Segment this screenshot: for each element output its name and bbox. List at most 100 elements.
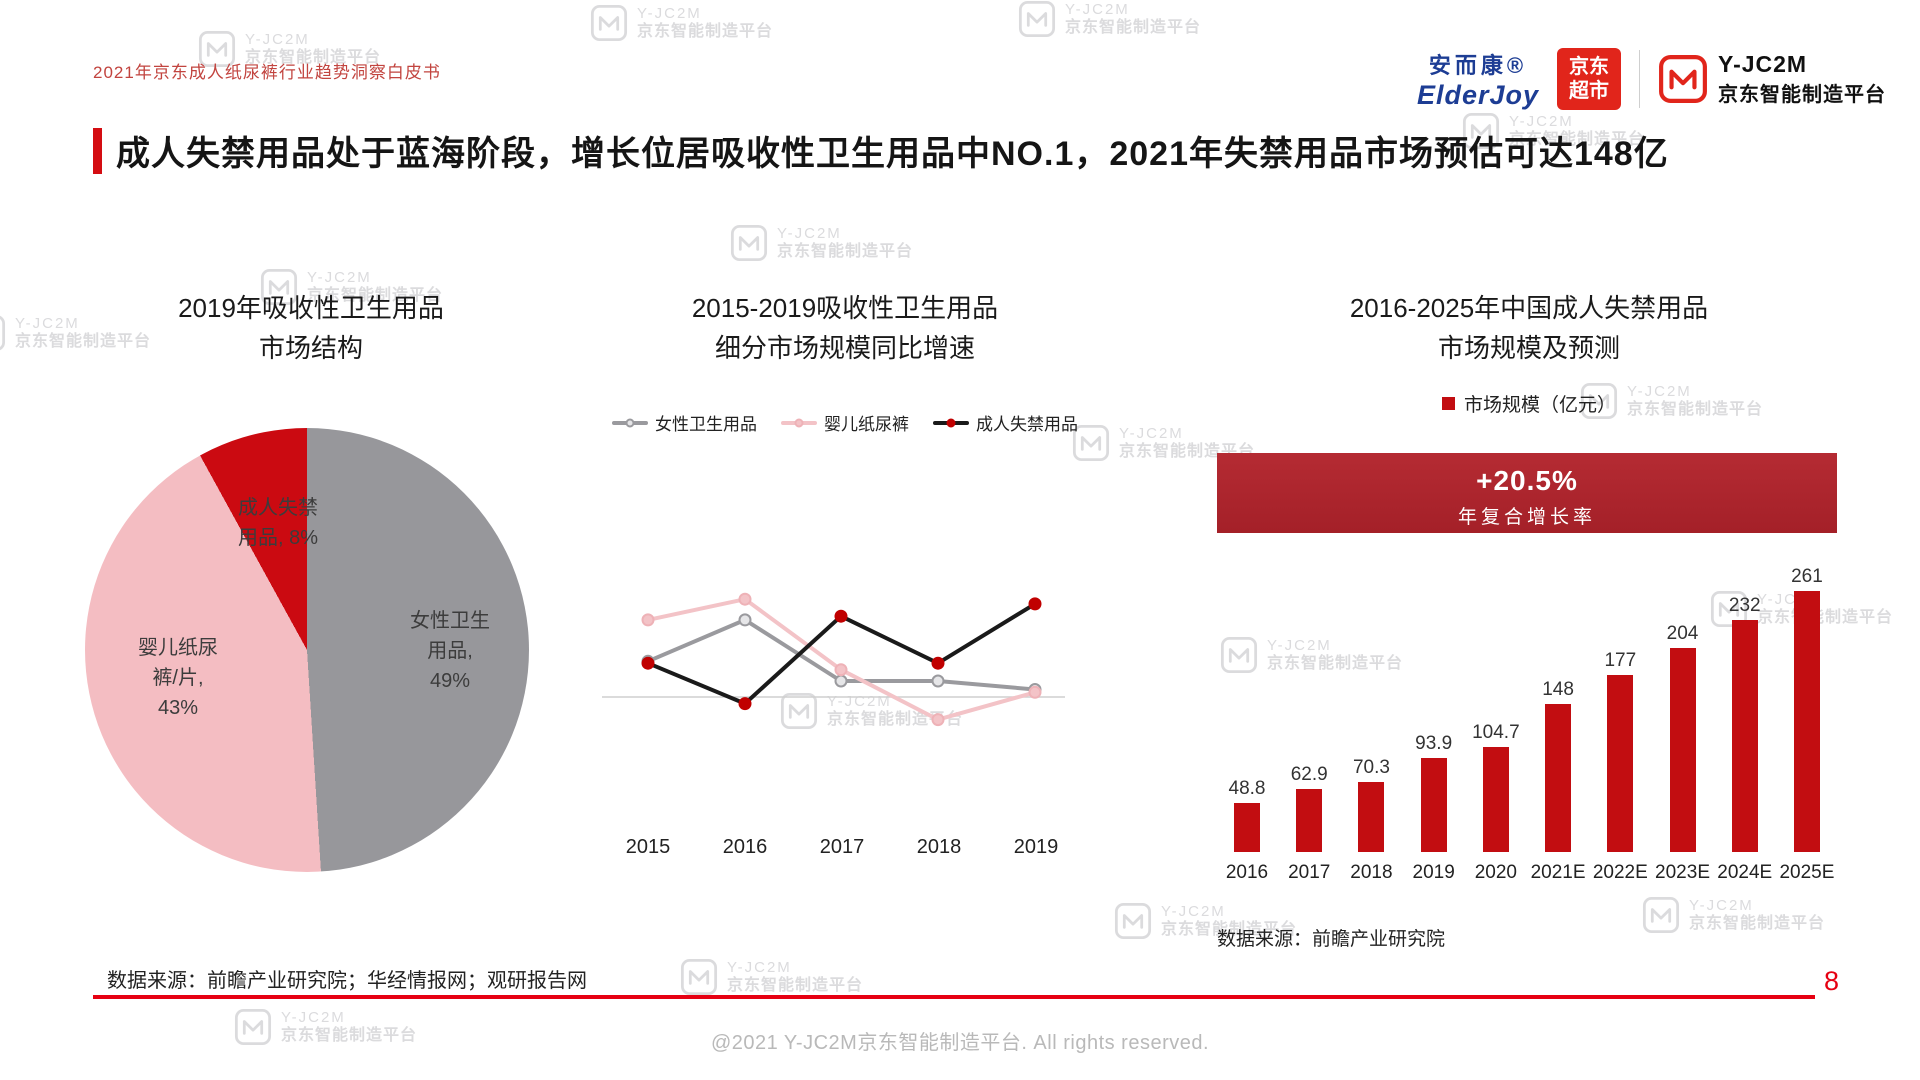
legend-label: 女性卫生用品 xyxy=(655,415,757,434)
legend-item: 婴儿纸尿裤 xyxy=(781,410,909,435)
bar-value-label: 93.9 xyxy=(1415,733,1453,754)
bar-value-label: 62.9 xyxy=(1290,764,1328,785)
bar-column: 48.8 2016 xyxy=(1217,778,1277,886)
bar-value-label: 70.3 xyxy=(1352,757,1390,778)
line-chart-title: 2015-2019吸收性卫生用品 细分市场规模同比增速 xyxy=(600,288,1090,368)
watermark-line1: Y-JC2M xyxy=(1065,1,1130,18)
cagr-label: 年复合增长率 xyxy=(1457,507,1596,528)
yjc2m-sub-label: 京东智能制造平台 xyxy=(1718,84,1886,106)
bar-category-label: 2018 xyxy=(1350,862,1393,883)
bar-column: 70.3 2018 xyxy=(1341,757,1401,886)
bar-legend-label: 市场规模（亿元） xyxy=(1463,395,1616,416)
bar-value-label: 177 xyxy=(1604,650,1637,671)
watermark-line1: Y-JC2M xyxy=(281,1009,346,1026)
x-axis-tick-label: 2017 xyxy=(819,836,865,858)
x-axis-tick-label: 2018 xyxy=(916,836,962,858)
x-axis-tick-label: 2016 xyxy=(722,836,768,858)
legend-item: 女性卫生用品 xyxy=(612,410,757,435)
yjc2m-logo-icon xyxy=(1658,54,1708,104)
jd-logo-line1: 京东 xyxy=(1569,56,1609,78)
bar-column: 148 2021E xyxy=(1528,679,1588,886)
yjc2m-watermark-logo-icon xyxy=(1018,0,1056,38)
watermark-line2: 京东智能制造平台 xyxy=(727,977,864,994)
elderjoy-en-label: ElderJoy xyxy=(1416,79,1539,110)
logo-group: 安而康® ElderJoy 京东 超市 Y-JC2M 京东智能制造平台 xyxy=(1417,46,1886,112)
yjc2m-name-label: Y-JC2M xyxy=(1718,51,1808,77)
elderjoy-logo: 安而康® ElderJoy xyxy=(1417,48,1539,111)
legend-line-marker-icon xyxy=(781,418,817,427)
bar xyxy=(1482,747,1509,852)
legend-label: 成人失禁用品 xyxy=(976,415,1078,434)
bar-category-label: 2022E xyxy=(1592,862,1648,883)
yjc2m-watermark-logo-icon xyxy=(680,958,718,996)
watermark-line1: Y-JC2M xyxy=(307,269,372,286)
legend-label: 婴儿纸尿裤 xyxy=(824,415,909,434)
data-source-note: 数据来源：前瞻产业研究院；华经情报网；观研报告网 xyxy=(107,970,587,992)
x-axis-tick-label: 2019 xyxy=(1013,836,1059,858)
cagr-banner: +20.5% 年复合增长率 xyxy=(1217,453,1837,533)
pie-label-baby: 婴儿纸尿 裤/片, 43% xyxy=(138,637,218,719)
bar-category-label: 2021E xyxy=(1530,862,1586,883)
yjc2m-watermark-logo-icon xyxy=(1114,902,1152,940)
line-title-line1: 2015-2019吸收性卫生用品 xyxy=(691,293,999,323)
bar-value-label: 261 xyxy=(1791,566,1823,587)
bar-chart-legend: 市场规模（亿元） xyxy=(1205,390,1853,417)
yjc2m-watermark-logo-icon xyxy=(0,315,6,351)
logo-divider xyxy=(1639,50,1640,108)
watermark-line2: 京东智能制造平台 xyxy=(1065,19,1202,36)
bar-column: 261 2025E xyxy=(1777,566,1837,886)
bar-value-label: 232 xyxy=(1728,595,1761,616)
x-axis-tick-label: 2015 xyxy=(625,836,671,858)
bar xyxy=(1420,758,1447,852)
watermark-line1: Y-JC2M xyxy=(777,225,842,242)
pie-chart: 2019年吸收性卫生用品 市场结构 女性卫生 用品, 49% 婴儿纸尿 裤/片,… xyxy=(85,288,537,908)
bar xyxy=(1296,789,1323,852)
bar xyxy=(1358,782,1385,852)
watermark-line1: Y-JC2M xyxy=(637,5,702,22)
bar-category-label: 2019 xyxy=(1412,862,1455,883)
bar-category-label: 2017 xyxy=(1288,862,1331,883)
bar-column: 104.7 2020 xyxy=(1466,722,1526,886)
watermark: Y-JC2M 京东智能制造平台 xyxy=(730,224,913,262)
title-accent-bar xyxy=(93,127,102,174)
copyright-note: @2021 Y-JC2M京东智能制造平台. All rights reserve… xyxy=(710,1032,1210,1054)
pie-title-line2: 市场结构 xyxy=(258,333,363,363)
line-chart-legend: 女性卫生用品 婴儿纸尿裤 成人失禁用品 xyxy=(600,410,1090,435)
elderjoy-cn-label: 安而康® xyxy=(1428,52,1528,78)
page-title-text: 成人失禁用品处于蓝海阶段，增长位居吸收性卫生用品中NO.1，2021年失禁用品市… xyxy=(116,135,1669,173)
bar-category-label: 2016 xyxy=(1225,862,1269,883)
watermark: Y-JC2M 京东智能制造平台 xyxy=(680,958,863,996)
watermark: Y-JC2M 京东智能制造平台 xyxy=(590,4,773,42)
bar-column: 93.9 2019 xyxy=(1404,733,1464,886)
line-chart-x-axis: 2015 2016 2017 2018 2019 xyxy=(600,836,1080,859)
pie-label-adult: 成人失禁 用品, 8% xyxy=(237,497,319,549)
line-chart: 2015-2019吸收性卫生用品 细分市场规模同比增速 女性卫生用品 婴儿纸尿裤 成… xyxy=(600,288,1090,908)
header-note: 2021年京东成人纸尿裤行业趋势洞察白皮书 xyxy=(93,63,441,82)
watermark-line1: Y-JC2M xyxy=(727,959,792,976)
legend-square-icon xyxy=(1441,397,1455,410)
jd-supermarket-logo: 京东 超市 xyxy=(1557,48,1621,110)
page-title: 成人失禁用品处于蓝海阶段，增长位居吸收性卫生用品中NO.1，2021年失禁用品市… xyxy=(93,126,1669,175)
bar xyxy=(1793,591,1820,852)
bar-chart-source: 数据来源：前瞻产业研究院 xyxy=(1217,929,1446,950)
watermark-line1: Y-JC2M xyxy=(245,31,310,48)
yjc2m-watermark-logo-icon xyxy=(590,4,628,42)
bar-column: 204 2023E xyxy=(1653,623,1713,886)
legend-line-marker-icon xyxy=(933,418,969,427)
bar-chart: 2016-2025年中国成人失禁用品 市场规模及预测 市场规模（亿元） +20.… xyxy=(1205,288,1853,968)
bar-value-label: 104.7 xyxy=(1472,722,1520,743)
bar-category-label: 2023E xyxy=(1655,862,1710,883)
yjc2m-logo: Y-JC2M 京东智能制造平台 xyxy=(1658,51,1886,107)
bar-column: 232 2024E xyxy=(1715,595,1775,886)
bar-category-label: 2024E xyxy=(1717,862,1773,883)
bar xyxy=(1669,648,1696,852)
pie-chart-title: 2019年吸收性卫生用品 市场结构 xyxy=(85,288,537,368)
legend-line-marker-icon xyxy=(612,418,648,427)
bar xyxy=(1234,803,1260,852)
bar-value-label: 48.8 xyxy=(1228,778,1266,799)
bar-category-label: 2025E xyxy=(1779,862,1835,883)
bar-chart-title: 2016-2025年中国成人失禁用品 市场规模及预测 xyxy=(1205,288,1853,368)
page-number: 8 xyxy=(1824,966,1840,996)
watermark-line2: 京东智能制造平台 xyxy=(777,243,914,260)
